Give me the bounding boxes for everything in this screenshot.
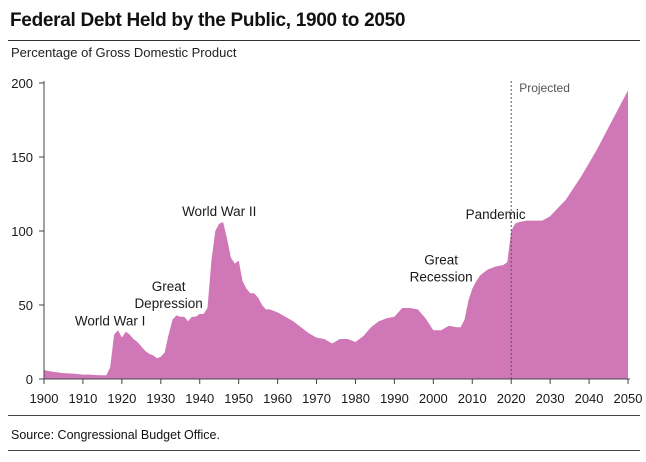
debt-area-series bbox=[44, 90, 628, 380]
x-tick-label: 1990 bbox=[380, 391, 409, 406]
x-tick-label: 2020 bbox=[497, 391, 526, 406]
x-tick-label: 1900 bbox=[30, 391, 59, 406]
annotation-label: World War I bbox=[75, 314, 146, 329]
annotation-label: World War II bbox=[182, 204, 256, 219]
x-tick-label: 1930 bbox=[146, 391, 175, 406]
title-divider bbox=[8, 40, 640, 41]
x-tick-label: 2000 bbox=[419, 391, 448, 406]
annotation-label: Depression bbox=[134, 296, 202, 311]
annotation-label: Pandemic bbox=[466, 207, 526, 222]
y-tick-label: 100 bbox=[11, 224, 33, 239]
x-tick-label: 2010 bbox=[458, 391, 487, 406]
projected-label: Projected bbox=[519, 81, 570, 95]
chart-title: Federal Debt Held by the Public, 1900 to… bbox=[10, 10, 406, 31]
axes: 0 50 100 150 200 1900 1910 1920 1930 1940 1950 1960… bbox=[11, 76, 642, 406]
annotation-label: Recession bbox=[410, 269, 473, 284]
x-tick-label: 2030 bbox=[536, 391, 565, 406]
x-tick-label: 1980 bbox=[341, 391, 370, 406]
y-tick-label: 50 bbox=[19, 298, 33, 313]
annotations: Projected World War I Great Depression World… bbox=[75, 81, 570, 329]
x-tick-label: 1970 bbox=[302, 391, 331, 406]
footer-divider bbox=[8, 415, 640, 416]
bottom-divider bbox=[8, 450, 640, 451]
x-tick-label: 1960 bbox=[263, 391, 292, 406]
annotation-label: Great bbox=[152, 279, 186, 294]
x-tick-label: 1920 bbox=[107, 391, 136, 406]
x-tick-label: 2040 bbox=[575, 391, 604, 406]
x-tick-label: 2050 bbox=[614, 391, 643, 406]
chart-subtitle: Percentage of Gross Domestic Product bbox=[11, 45, 237, 60]
y-tick-label: 200 bbox=[11, 76, 33, 91]
x-tick-label: 1950 bbox=[224, 391, 253, 406]
y-tick-label: 0 bbox=[26, 372, 33, 387]
x-tick-label: 1910 bbox=[68, 391, 97, 406]
x-tick-label: 1940 bbox=[185, 391, 214, 406]
plot-area bbox=[44, 90, 628, 380]
source-note: Source: Congressional Budget Office. bbox=[11, 428, 220, 442]
annotation-label: Great bbox=[424, 252, 458, 267]
y-tick-label: 150 bbox=[11, 150, 33, 165]
